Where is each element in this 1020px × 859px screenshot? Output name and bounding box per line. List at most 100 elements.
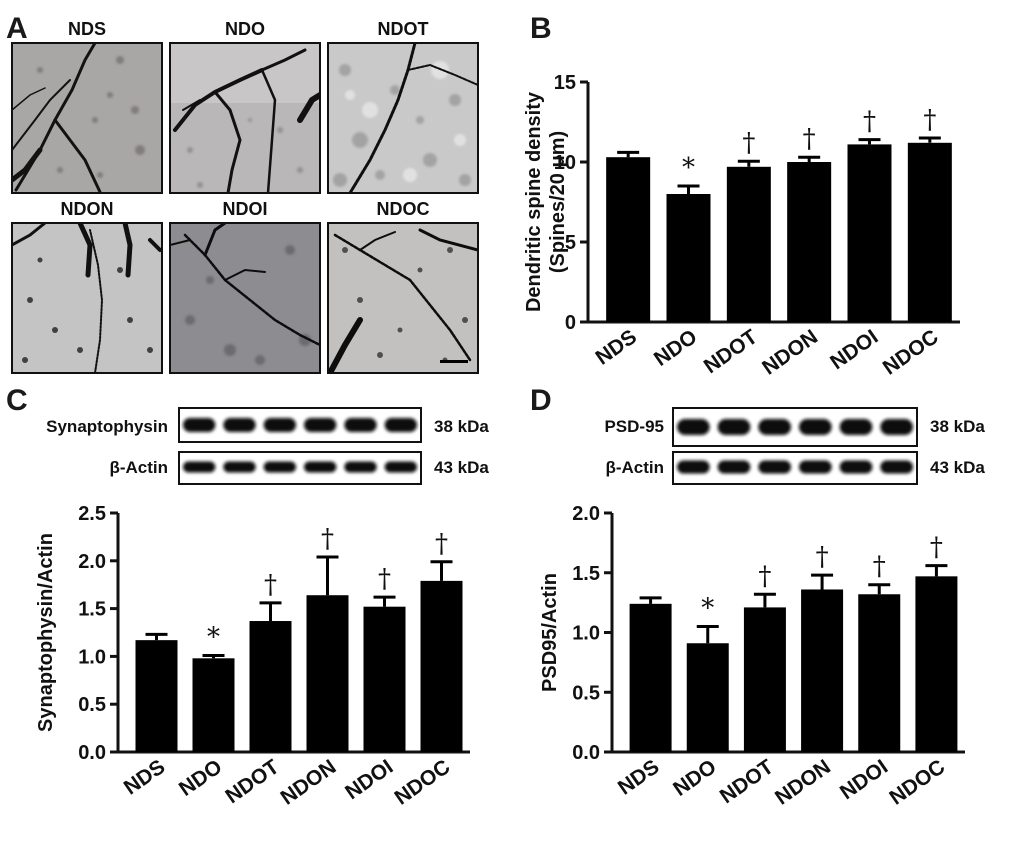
micrograph-label-ndon: NDON [61, 199, 114, 219]
significance-dagger: † [742, 128, 755, 158]
micrograph-label-ndot: NDOT [378, 19, 429, 39]
significance-dagger: † [378, 564, 391, 594]
synaptophysin-chart: 0.0 0.5 1.0 1.5 2.0 2.5 Synaptophysin/Actin NDS… [35, 503, 470, 810]
y-tick-label: 0.0 [572, 742, 600, 764]
x-tick-label: NDON [758, 325, 822, 379]
y-tick-label: 2.0 [78, 551, 106, 573]
blot-bands [677, 419, 913, 435]
blot-band [223, 418, 256, 432]
error-bar [868, 583, 891, 595]
blot-band [717, 419, 751, 435]
y-tick-label: 1.0 [572, 623, 600, 645]
micrograph-ndon [12, 223, 162, 373]
error-bar [639, 596, 662, 604]
bar [249, 621, 292, 752]
micrograph-ndoc [328, 223, 478, 373]
error-bar [696, 625, 719, 644]
error-bar [259, 601, 282, 622]
error-bar [617, 150, 640, 158]
x-tick-label: NDOI [341, 755, 397, 804]
significance-dagger: † [873, 552, 886, 582]
psd95-chart: 0.0 0.5 1.0 1.5 2.0 PSD95/Actin NDS * NDO † NDOT † N… [539, 503, 965, 810]
x-tick-label: NDOC [879, 325, 943, 379]
bar [363, 606, 406, 752]
blot-bands [183, 418, 417, 432]
error-bar [918, 136, 941, 143]
micrograph-ndoi [170, 223, 320, 373]
panel-b-label: B [530, 12, 552, 45]
x-tick-label: NDON [277, 755, 341, 809]
y-tick-label: 10 [554, 152, 576, 174]
x-tick-label: NDOC [885, 755, 949, 809]
blot-protein-label: Synaptophysin [46, 417, 168, 436]
x-tick-label: NDOT [700, 325, 762, 378]
significance-dagger: † [816, 542, 829, 572]
significance-dagger: † [803, 124, 816, 154]
x-tick-label: NDOT [221, 755, 283, 808]
error-bar [811, 573, 834, 590]
micrograph-label-nds: NDS [68, 19, 106, 39]
bar [726, 166, 771, 322]
panel-c-label: C [6, 384, 28, 417]
blot-band [880, 419, 913, 435]
blot-band [799, 460, 832, 474]
significance-dagger: † [863, 107, 876, 137]
blot-band [263, 418, 296, 432]
error-bar [798, 155, 821, 162]
micrograph-label-ndoc: NDOC [377, 199, 430, 219]
blot-band [304, 461, 337, 473]
blot-band [717, 460, 751, 474]
error-bar [202, 653, 225, 659]
y-tick-label: 1.0 [78, 646, 106, 668]
bar [686, 643, 729, 752]
bar [907, 142, 952, 322]
y-tick-label: 0 [565, 312, 576, 334]
significance-asterisk: * [701, 594, 714, 624]
significance-dagger: † [264, 570, 277, 600]
micrograph-nds [12, 43, 162, 193]
scale-bar [440, 360, 468, 363]
y-tick-label: 5 [565, 232, 576, 254]
blot-mw-label: 43 kDa [930, 458, 985, 477]
significance-dagger: † [923, 105, 936, 135]
y-tick-label: 2.0 [572, 503, 600, 525]
bar [192, 658, 235, 752]
western-blot-psd95: PSD-95 38 kDa [604, 407, 985, 447]
bar [306, 595, 349, 752]
x-tick-label: NDO [650, 325, 701, 371]
x-tick-label: NDOT [716, 755, 778, 808]
blot-band [344, 461, 377, 473]
bar [801, 589, 844, 752]
western-blot-actin-c: β-Actin 43 kDa [109, 451, 489, 485]
y-tick-label: 15 [554, 72, 576, 94]
error-bar [753, 592, 776, 608]
error-bar [430, 560, 453, 581]
x-tick-label: NDS [592, 325, 642, 369]
y-tick-label: 1.5 [78, 599, 106, 621]
western-blot-synaptophysin: Synaptophysin 38 kDa [46, 407, 489, 443]
panel-a-label: A [6, 12, 28, 45]
x-tick-label: NDO [669, 755, 720, 801]
bar [915, 576, 958, 752]
blot-protein-label: β-Actin [109, 458, 168, 477]
x-tick-label: NDO [175, 755, 226, 801]
bar [135, 640, 178, 752]
y-tick-label: 0.5 [572, 682, 600, 704]
y-axis-label: PSD95/Actin [539, 573, 561, 692]
significance-dagger: † [435, 529, 448, 559]
error-bar [316, 555, 339, 596]
x-tick-label: NDON [771, 755, 835, 809]
blot-band [839, 419, 873, 435]
blot-band [799, 419, 832, 435]
y-axis-label: Dendritic spine density [523, 91, 545, 312]
blot-protein-label: PSD-95 [604, 417, 664, 436]
blot-band [384, 418, 417, 432]
y-tick-label: 2.5 [78, 503, 106, 525]
micrograph-grid: NDS NDO [11, 19, 479, 374]
blot-band [384, 461, 417, 473]
error-bar [677, 184, 700, 194]
x-tick-label: NDOC [391, 755, 455, 809]
x-tick-label: NDOI [826, 325, 882, 374]
bar [787, 162, 832, 322]
western-blot-actin-d: β-Actin 43 kDa [605, 451, 985, 485]
